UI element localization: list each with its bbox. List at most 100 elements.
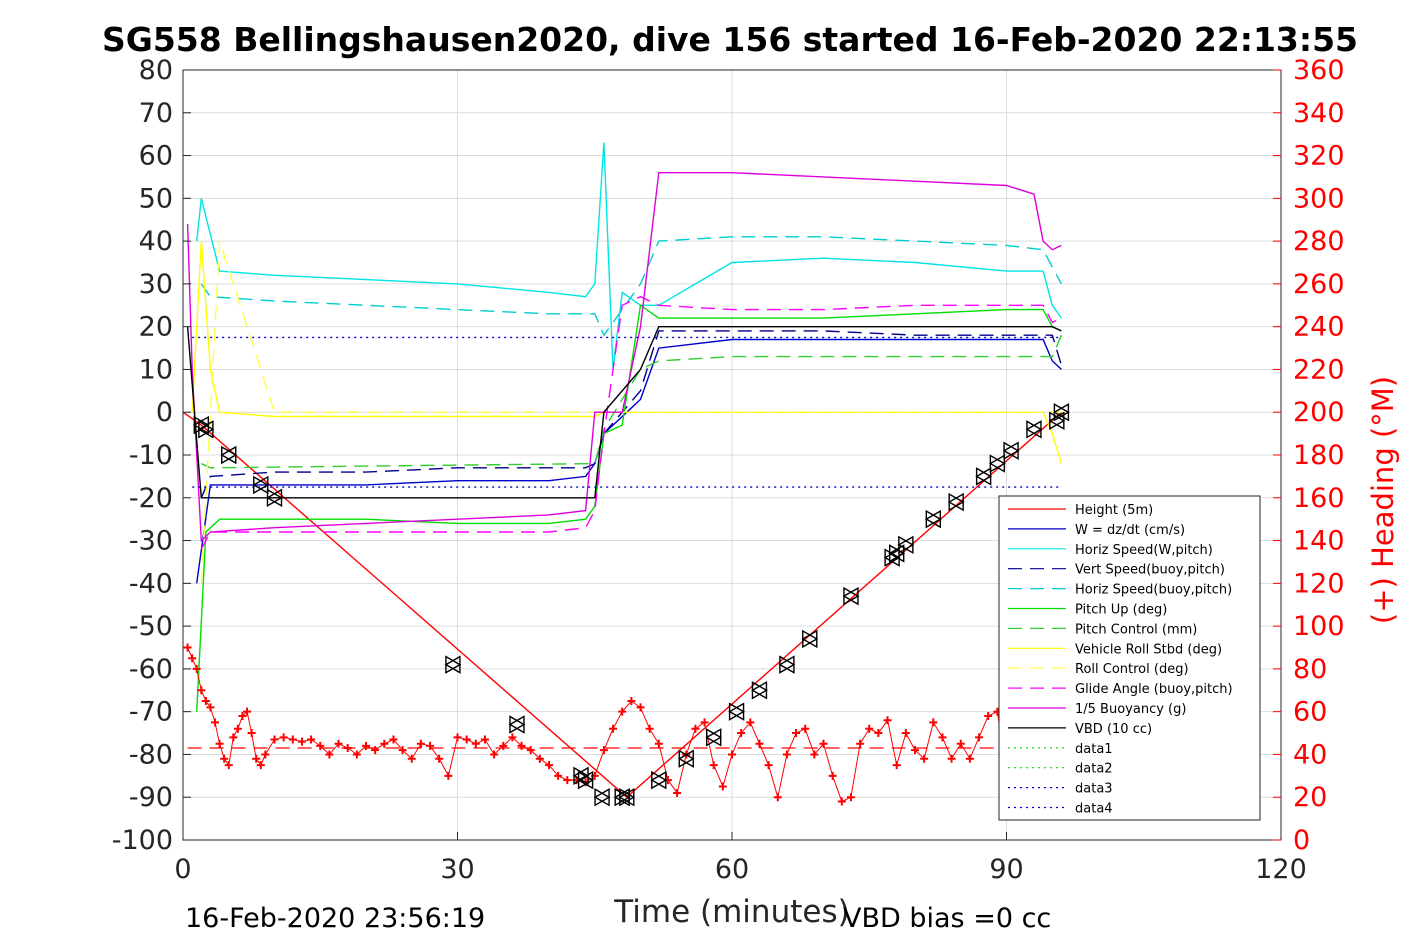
heading-point (435, 754, 444, 763)
marker-triangle-left (192, 415, 209, 435)
marker-triangle-left (618, 788, 635, 807)
vbd-marker (197, 420, 215, 439)
y2-tick-label: 0 (1293, 825, 1310, 856)
marker-triangle-left (897, 535, 914, 555)
x-tick-label: 60 (715, 854, 749, 885)
y2-tick-label: 280 (1293, 226, 1345, 257)
heading-point (892, 761, 901, 770)
heading-point (563, 776, 572, 785)
heading-point (773, 793, 782, 802)
x-tick-label: 30 (440, 854, 474, 885)
legend-label-6: Pitch Control (mm) (1075, 622, 1197, 637)
marker-triangle-left (778, 655, 795, 674)
marker-triangle-left (508, 715, 525, 734)
heading-point (343, 744, 352, 753)
marker-triangle-left (705, 728, 722, 747)
marker-triangle-left (947, 492, 964, 512)
heading-point (407, 754, 416, 763)
heading-point (718, 782, 727, 791)
heading-point (535, 754, 544, 763)
y-tick-label: 80 (139, 55, 173, 86)
heading-point (755, 739, 764, 748)
heading-point (828, 771, 837, 780)
heading-point (782, 750, 791, 759)
heading-point (426, 741, 435, 750)
legend-label-10: 1/5 Buoyancy (g) (1075, 702, 1186, 717)
y2-tick-label: 360 (1293, 55, 1345, 86)
heading-point (874, 729, 883, 738)
vbd-marker (1025, 420, 1043, 439)
marker-triangle-left (1002, 441, 1019, 460)
y2-tick-label: 40 (1293, 739, 1327, 770)
vbd-marker (677, 749, 695, 768)
right-axis-label: (+) Heading (°M) (1366, 376, 1400, 624)
heading-point (220, 754, 229, 763)
vbd-marker (1052, 403, 1070, 422)
legend: Height (5m) W = dz/dt (cm/s) Horiz Speed(W… (998, 495, 1261, 821)
marker-triangle-left (613, 788, 630, 807)
y2-tick-label: 120 (1293, 568, 1345, 599)
heading-point (673, 788, 682, 797)
marker-triangle-left (266, 488, 283, 507)
marker-triangle-left (801, 629, 818, 649)
vbd-marker (778, 655, 796, 674)
heading-point (462, 735, 471, 744)
vbd-marker (613, 788, 631, 807)
heading-point (865, 724, 874, 733)
heading-point (389, 735, 398, 744)
heading-point (746, 718, 755, 727)
legend-label-7: Vehicle Roll Stbd (deg) (1075, 642, 1222, 657)
vbd-marker (883, 548, 901, 567)
heading-point (956, 739, 965, 748)
y2-tick-label: 200 (1293, 397, 1345, 428)
y-tick-label: 70 (139, 98, 173, 129)
heading-point (490, 750, 499, 759)
y2-tick-label: 260 (1293, 269, 1345, 300)
marker-triangle-left (650, 770, 667, 790)
series-line-6 (201, 334, 1063, 469)
y2-tick-label: 80 (1293, 654, 1327, 685)
marker-triangle-left (1025, 420, 1042, 439)
y2-tick-label: 340 (1293, 98, 1345, 129)
heading-point (856, 739, 865, 748)
marker-triangle-left (888, 544, 905, 563)
heading-point (654, 739, 663, 748)
heading-point (947, 754, 956, 763)
marker-triangle-left (842, 586, 859, 606)
series-line-9 (200, 295, 1062, 550)
heading-point (819, 739, 828, 748)
heading-point (599, 746, 608, 755)
heading-point (270, 735, 279, 744)
heading-point (975, 733, 984, 742)
vbd-marker (192, 415, 210, 435)
heading-point (243, 707, 252, 716)
heading-point (901, 729, 910, 738)
y-tick-label: -30 (129, 526, 173, 557)
marker-triangle-left (677, 749, 694, 768)
heading-point (256, 761, 265, 770)
legend-label-11: VBD (10 cc) (1075, 722, 1152, 737)
legend-label-4: Horiz Speed(buoy,pitch) (1075, 583, 1232, 598)
heading-point (211, 718, 220, 727)
series-line-11 (186, 326, 1062, 499)
heading-point (508, 733, 517, 742)
y-tick-label: 30 (139, 269, 173, 300)
marker-triangle-left (572, 766, 589, 786)
vbd-marker (252, 475, 270, 495)
vbd-marker (220, 445, 238, 465)
marker-triangle-left (751, 681, 768, 700)
marker-triangle-left (1048, 411, 1065, 430)
heading-point (764, 761, 773, 770)
heading-point (416, 739, 425, 748)
marker-triangle-left (220, 445, 237, 465)
y-tick-label: 10 (139, 354, 173, 385)
y-tick-label: 20 (139, 312, 173, 343)
heading-point (316, 741, 325, 750)
heading-point (480, 735, 489, 744)
vbd-marker (508, 715, 526, 734)
marker-triangle-left (444, 655, 461, 674)
series-line-10 (186, 171, 1062, 543)
y-tick-label: 50 (139, 183, 173, 214)
heading-point (545, 761, 553, 770)
